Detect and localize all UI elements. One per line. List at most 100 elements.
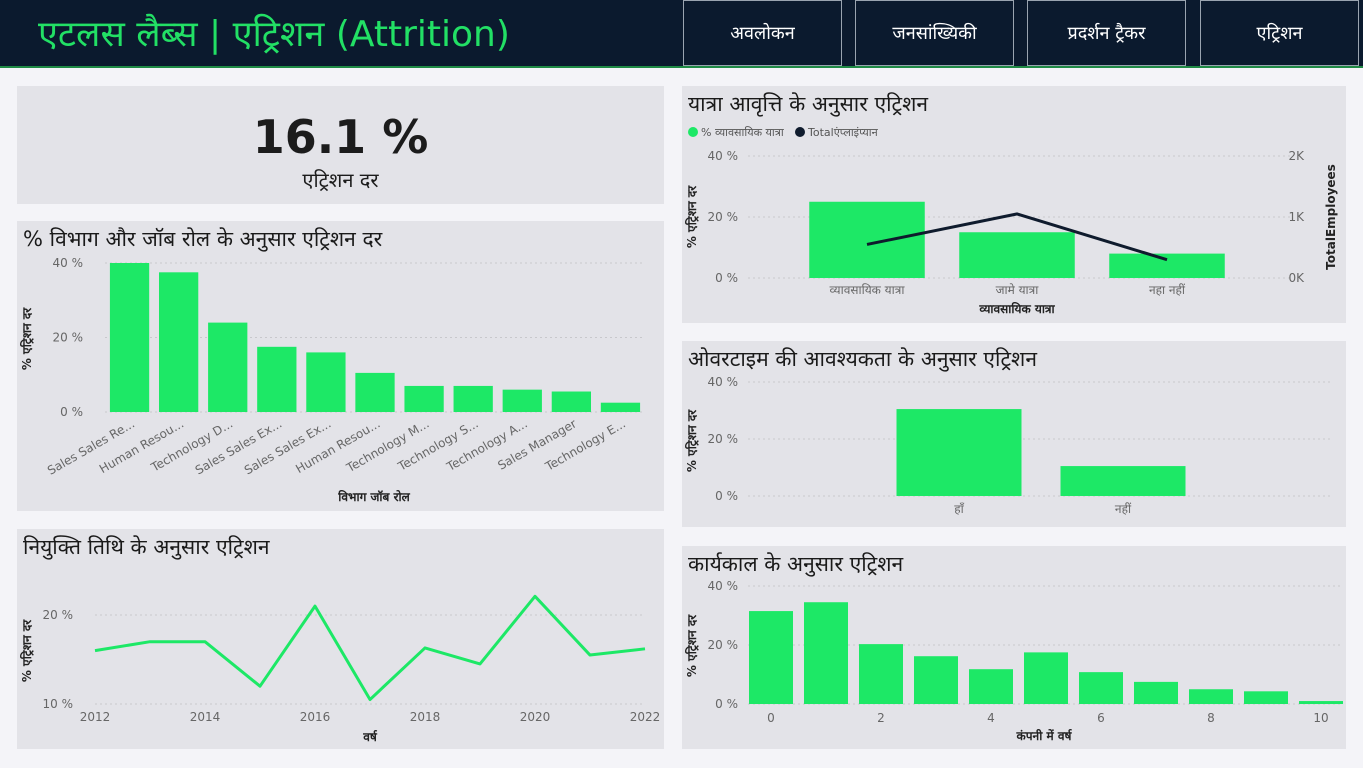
hire-x-tick: 2012 [80, 710, 111, 724]
travel-bar [1109, 253, 1225, 278]
travel-y-axis-title: % एट्रिशन दर [685, 185, 699, 248]
tenure-bar [1134, 681, 1178, 704]
travel-y-tick: 20 % [708, 210, 739, 224]
dept-bar [257, 346, 297, 412]
tenure-bar [804, 602, 848, 704]
hire-y-tick: 20 % [43, 608, 74, 622]
hire-x-tick: 2014 [190, 710, 221, 724]
dept-bar [208, 322, 248, 412]
travel-bar [959, 232, 1075, 278]
travel-bar [809, 201, 925, 278]
tenure-bar [859, 644, 903, 704]
hire-x-tick: 2020 [520, 710, 551, 724]
tenure-x-tick: 6 [1097, 711, 1105, 725]
hire-y-tick: 10 % [43, 697, 74, 711]
travel-y2-tick: 2K [1288, 149, 1305, 163]
dept-x-tick: Technology D... [148, 416, 235, 474]
tenure-bar [749, 611, 793, 704]
travel-y-tick: 40 % [708, 149, 739, 163]
travel-secondary-y-axis-title: TotalEmployees [1324, 164, 1338, 270]
tab-attrition[interactable]: एट्रिशन [1200, 0, 1359, 66]
tenure-chart-panel: कार्यकाल के अनुसार एट्रिशन 0 % 20 % 40 % % … [682, 546, 1346, 749]
department-chart-title: % विभाग और जॉब रोल के अनुसार एट्रिशन दर [23, 227, 383, 251]
dept-y-tick: 40 % [53, 256, 84, 270]
overtime-y-tick: 0 % [715, 489, 738, 503]
overtime-chart-title: ओवरटाइम की आवश्यकता के अनुसार एट्रिशन [688, 347, 1037, 371]
travel-legend-label: Totalएंप्लाइंप्यान [807, 126, 879, 139]
overtime-chart: 0 % 20 % 40 % % एट्रिशन दर हाँ नहीं [685, 375, 1332, 516]
dept-bar [551, 391, 591, 412]
overtime-chart-panel: ओवरटाइम की आवश्यकता के अनुसार एट्रिशन 0 … [682, 341, 1346, 527]
travel-y2-tick: 1K [1288, 210, 1305, 224]
hire-x-tick: 2016 [300, 710, 331, 724]
tab-performance-tracker[interactable]: प्रदर्शन ट्रैकर [1027, 0, 1186, 66]
tenure-bar [914, 656, 958, 704]
dept-y-tick: 20 % [53, 331, 84, 345]
kpi-label: एट्रिशन दर [302, 168, 379, 192]
travel-x-tick: नहा नहीं [1149, 283, 1186, 297]
tenure-bar [1079, 672, 1123, 704]
tenure-x-tick: 2 [877, 711, 885, 725]
tenure-chart-title: कार्यकाल के अनुसार एट्रिशन [688, 552, 904, 576]
dept-bar [355, 372, 395, 412]
tenure-x-tick: 4 [987, 711, 995, 725]
hire-x-axis-title: वर्ष [362, 730, 378, 744]
dept-y-axis-title: % एट्रिशन दर [20, 307, 34, 370]
dept-x-tick: Sales Sales Ex... [242, 416, 334, 477]
travel-x-tick: व्यावसायिक यात्रा [830, 283, 906, 297]
overtime-x-tick: नहीं [1115, 502, 1132, 516]
hire-y-axis-title: % एट्रिशन दर [20, 619, 34, 682]
travel-y2-tick: 0K [1288, 271, 1305, 285]
hire-date-chart: 10 % 20 % % एट्रिशन दर 2012 2014 2016 2018 2020… [20, 594, 661, 744]
header-bar: एटलस लैब्स | एट्रिशन (Attrition) अवलोकन … [0, 0, 1363, 68]
tenure-bar [1024, 652, 1068, 704]
kpi-value: 16.1 % [252, 110, 429, 164]
dept-bar [306, 352, 346, 412]
tenure-bar [1299, 701, 1343, 704]
dept-bar [600, 402, 641, 412]
hire-line-series [94, 594, 646, 702]
kpi-card: 16.1 % एट्रिशन दर [17, 86, 664, 204]
hire-date-chart-panel: नियुक्ति तिथि के अनुसार एट्रिशन 10 % 20 %… [17, 529, 664, 749]
travel-legend-marker [795, 127, 805, 137]
tenure-bar [1189, 689, 1233, 704]
overtime-y-tick: 20 % [708, 432, 739, 446]
travel-legend-marker [688, 127, 698, 137]
dept-bar [404, 385, 444, 412]
overtime-x-tick: हाँ [954, 502, 964, 516]
hire-date-chart-title: नियुक्ति तिथि के अनुसार एट्रिशन [23, 535, 270, 559]
dept-x-tick: Technology A... [444, 416, 530, 474]
travel-x-axis-title: व्यावसायिक यात्रा [978, 302, 1055, 316]
dept-bar [502, 389, 542, 412]
tenure-y-tick: 0 % [715, 697, 738, 711]
dept-x-tick: Sales Sales Re... [45, 416, 137, 477]
overtime-bar [1060, 466, 1186, 496]
department-chart-panel: % विभाग और जॉब रोल के अनुसार एट्रिशन दर … [17, 221, 664, 511]
travel-chart-title: यात्रा आवृत्ति के अनुसार एट्रिशन [688, 92, 929, 116]
dept-bar [109, 263, 150, 412]
tenure-chart: 0 % 20 % 40 % % एट्रिशन दर 0 2 4 6 8 10 कंपनी में … [685, 579, 1343, 743]
department-chart: 0 % 20 % 40 % % एट्रिशन दर Sales Sales Re...… [20, 256, 645, 504]
travel-line-series [866, 212, 1168, 262]
dept-x-tick: Human Resou... [293, 416, 382, 476]
tenure-x-tick: 10 [1313, 711, 1328, 725]
tab-demographics[interactable]: जनसांख्यिकी [855, 0, 1014, 66]
dept-x-tick: Sales Sales Ex... [193, 416, 285, 477]
app-title: एटलस लैब्स | एट्रिशन (Attrition) [38, 14, 510, 55]
dept-bar [159, 272, 199, 412]
tenure-y-tick: 20 % [708, 638, 739, 652]
tenure-x-tick: 0 [767, 711, 775, 725]
tenure-bar [1244, 691, 1288, 704]
tenure-x-tick: 8 [1207, 711, 1215, 725]
travel-legend-label: % व्यावसायिक यात्रा [701, 126, 784, 139]
travel-chart-panel: यात्रा आवृत्ति के अनुसार एट्रिशन 0 % 20 %… [682, 86, 1346, 323]
travel-x-tick: जामे यात्रा [996, 283, 1040, 297]
travel-y-tick: 0 % [715, 271, 738, 285]
dept-bar [453, 385, 493, 412]
overtime-y-axis-title: % एट्रिशन दर [685, 409, 699, 472]
dept-x-axis-title: विभाग जॉब रोल [337, 490, 410, 504]
tab-overview[interactable]: अवलोकन [683, 0, 842, 66]
dept-x-tick: Human Resou... [97, 416, 186, 476]
travel-chart: 0 % 20 % 40 % 0K 1K 2K % एट्रिशन दर TotalEmploy… [685, 126, 1338, 316]
hire-x-tick: 2022 [630, 710, 661, 724]
